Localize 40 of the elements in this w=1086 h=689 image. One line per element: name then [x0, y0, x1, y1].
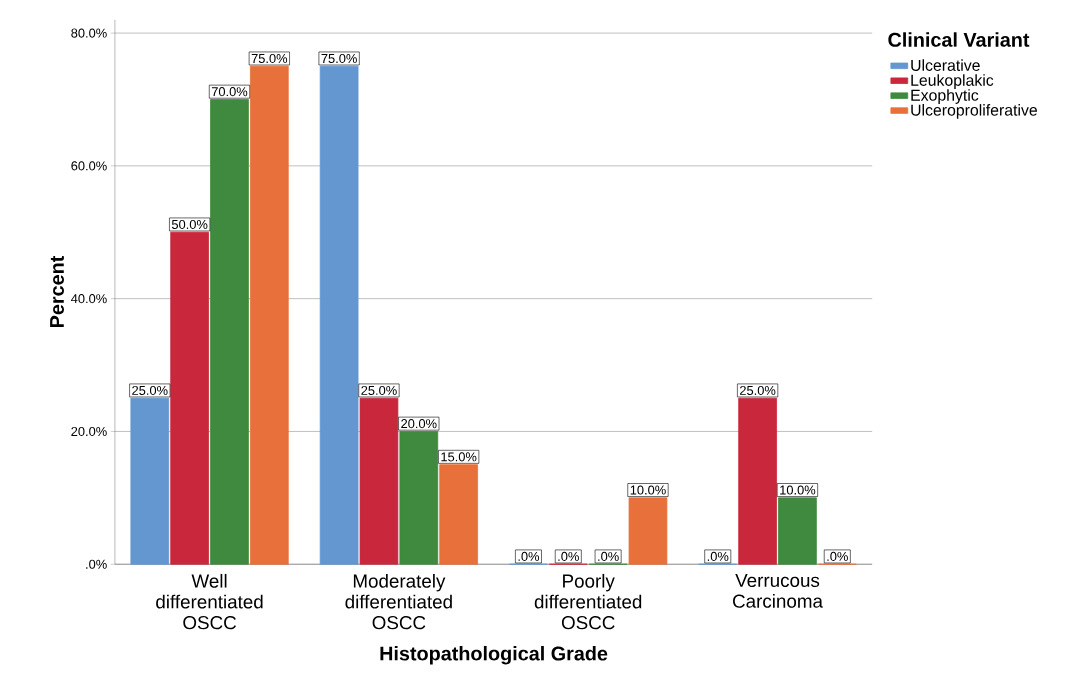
bar [628, 497, 668, 565]
legend-label: Leukoplakic [911, 74, 994, 90]
data-label: 10.0% [780, 485, 816, 495]
data-label: 50.0% [171, 219, 208, 230]
data-label: .0% [518, 551, 540, 561]
data-label: 25.0% [361, 385, 397, 396]
data-label: .0% [707, 551, 729, 561]
bar [130, 397, 170, 565]
x-tick-label: Poorly differentiated OSCC [534, 573, 642, 630]
data-label: 25.0% [740, 385, 776, 396]
data-label: 25.0% [132, 385, 168, 396]
data-label: .0% [598, 551, 619, 561]
x-axis-title: Histopathological Grade [380, 645, 608, 665]
bar [170, 231, 209, 565]
bar [399, 431, 439, 565]
y-tick-label: .0% [86, 559, 107, 569]
legend-label: Exophytic [911, 89, 979, 104]
y-tick-label: 20.0% [71, 426, 107, 437]
data-label: 70.0% [211, 87, 248, 97]
data-label: .0% [558, 551, 579, 561]
x-tick-label: Verrucous Carcinoma [733, 573, 823, 608]
y-axis-title: Percent [50, 255, 64, 328]
data-label: .0% [827, 551, 848, 561]
bar [359, 397, 399, 565]
x-tick-label: Moderately differentiated OSCC [345, 573, 452, 630]
data-label: 15.0% [441, 452, 477, 462]
x-tick-label: Well differentiated OSCC [156, 573, 263, 630]
data-label: 20.0% [401, 419, 437, 429]
bar [210, 99, 249, 565]
bar [250, 65, 289, 565]
data-label: 75.0% [321, 53, 357, 64]
y-tick-label: 40.0% [71, 294, 107, 304]
bar [319, 65, 359, 565]
y-tick-label: 60.0% [71, 161, 107, 171]
legend-label: Ulcerative [911, 59, 980, 71]
legend-label: Ulceroproliferative [911, 104, 1037, 119]
data-label: 10.0% [630, 485, 666, 495]
legend-title: Clinical Variant [888, 32, 1030, 47]
data-label: 75.0% [251, 53, 288, 64]
y-tick-label: 80.0% [71, 28, 107, 38]
